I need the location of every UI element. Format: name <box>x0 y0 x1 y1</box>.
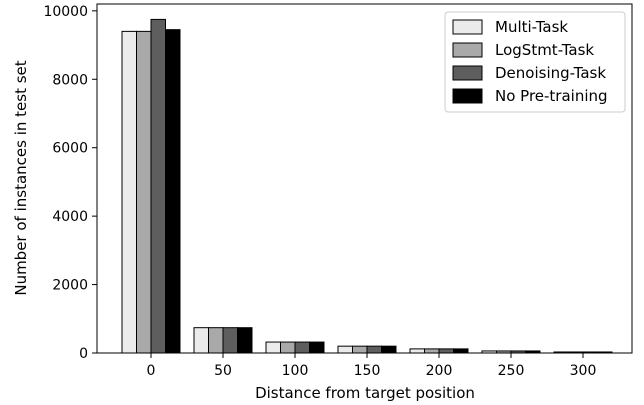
x-tick-label: 200 <box>426 363 453 379</box>
legend-label-denoising-task: Denoising-Task <box>495 64 606 82</box>
bar-multi-task-200 <box>409 348 425 354</box>
legend-swatch-denoising-task <box>452 65 483 81</box>
legend-swatch-no-pre-training <box>452 88 483 104</box>
legend-label-multi-task: Multi-Task <box>495 18 568 36</box>
x-tick-label: 0 <box>147 363 156 379</box>
bar-multi-task-150 <box>337 345 353 354</box>
y-tick-label: 4000 <box>52 209 88 225</box>
bar-logstmt-task-150 <box>352 345 368 354</box>
bar-no-pre-training-50 <box>237 327 253 354</box>
legend-label-logstmt-task: LogStmt-Task <box>495 41 594 59</box>
x-axis-label: Distance from target position <box>255 384 475 402</box>
plot-frame <box>96 3 633 354</box>
bars-group <box>121 18 613 354</box>
bar-no-pre-training-200 <box>453 348 469 354</box>
x-tick-label: 300 <box>570 363 597 379</box>
bar-multi-task-0 <box>121 30 137 354</box>
bar-denoising-task-100 <box>294 341 310 354</box>
bar-multi-task-100 <box>265 341 281 354</box>
y-tick-label: 8000 <box>52 72 88 88</box>
x-tick-label: 100 <box>282 363 309 379</box>
bar-denoising-task-150 <box>366 345 382 354</box>
bar-logstmt-task-100 <box>280 341 296 354</box>
y-tick-label: 10000 <box>43 4 88 20</box>
bar-no-pre-training-150 <box>381 345 397 354</box>
legend-swatch-multi-task <box>452 19 483 35</box>
legend-label-no-pre-training: No Pre-training <box>495 87 608 105</box>
x-tick-label: 250 <box>498 363 525 379</box>
y-axis: 0 2000 4000 6000 8000 10000 <box>43 4 97 362</box>
x-axis: 0 50 100 150 200 250 300 <box>147 353 597 379</box>
bar-denoising-task-200 <box>438 348 454 354</box>
bar-logstmt-task-0 <box>136 30 152 354</box>
y-tick-label: 2000 <box>52 278 88 294</box>
bar-multi-task-50 <box>193 327 209 354</box>
x-tick-label: 50 <box>214 363 232 379</box>
legend-box <box>444 11 626 113</box>
y-axis-label: Number of instances in test set <box>12 60 30 295</box>
y-tick-label: 6000 <box>52 141 88 157</box>
bar-logstmt-task-200 <box>424 348 440 354</box>
bar-logstmt-task-50 <box>208 327 224 354</box>
bar-no-pre-training-0 <box>165 29 181 354</box>
x-tick-label: 150 <box>354 363 381 379</box>
bar-denoising-task-50 <box>222 327 238 354</box>
bar-no-pre-training-100 <box>309 341 325 354</box>
bar-denoising-task-0 <box>150 18 166 354</box>
y-tick-label: 0 <box>79 346 88 362</box>
legend-swatch-logstmt-task <box>452 42 483 58</box>
legend: Multi-Task LogStmt-Task Denoising-Task No P… <box>444 11 626 113</box>
